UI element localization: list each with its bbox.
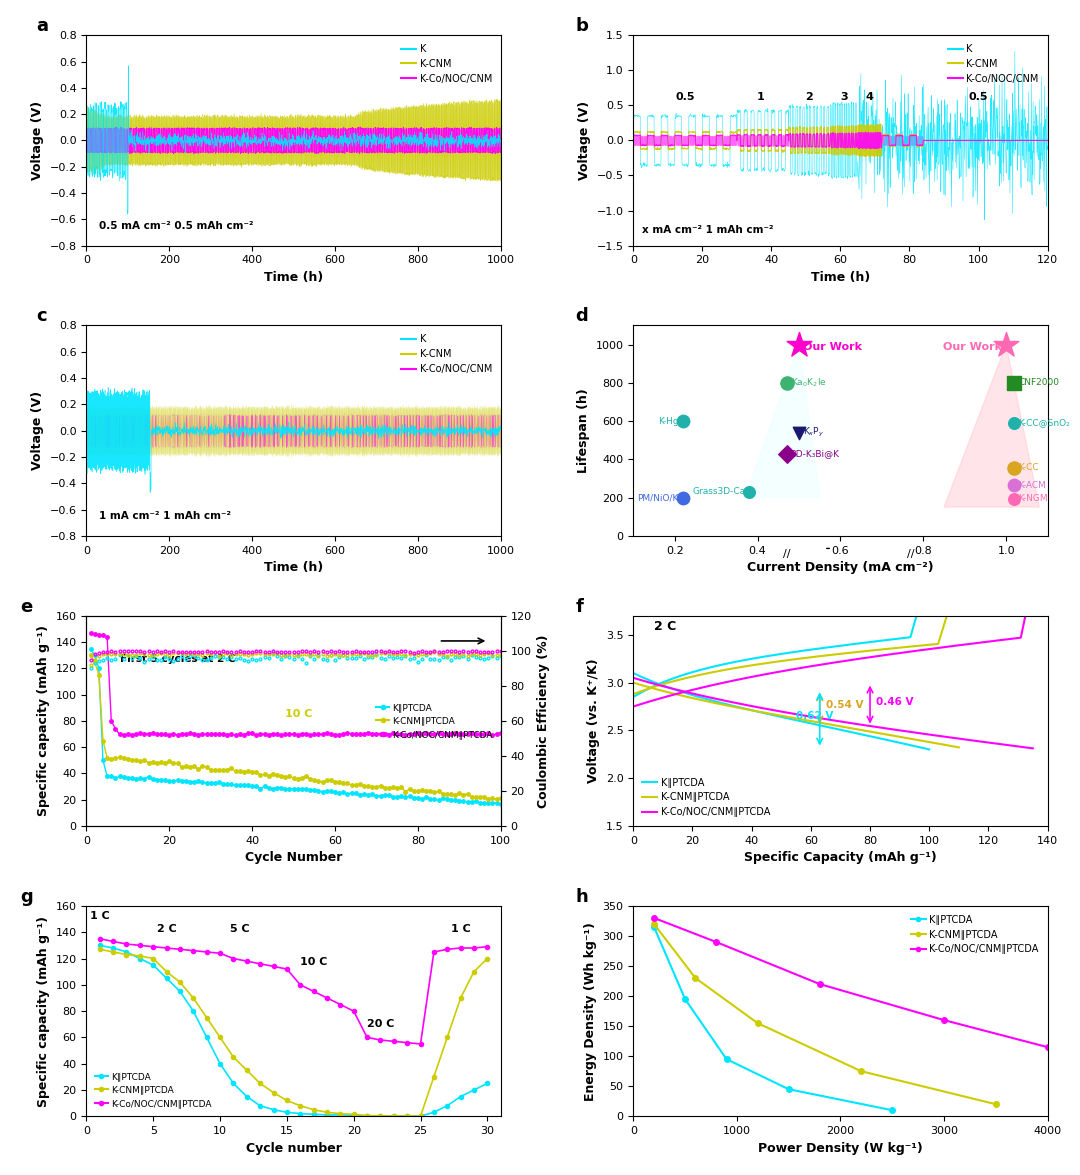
Text: //: //	[907, 549, 915, 559]
Text: g: g	[21, 888, 32, 906]
Text: 0.62 V: 0.62 V	[796, 711, 834, 721]
Text: 1: 1	[757, 93, 765, 102]
Text: 1 mA cm⁻² 1 mAh cm⁻²: 1 mA cm⁻² 1 mAh cm⁻²	[99, 511, 231, 521]
Y-axis label: Lifespan (h): Lifespan (h)	[577, 388, 590, 474]
Text: d: d	[576, 308, 588, 325]
Y-axis label: Voltage (V): Voltage (V)	[31, 101, 44, 180]
Y-axis label: Voltage (V): Voltage (V)	[31, 391, 44, 470]
Text: 2 C: 2 C	[157, 925, 176, 934]
Legend: K∥PTCDA, K-CNM∥PTCDA, K-Co/NOC/CNM∥PTCDA: K∥PTCDA, K-CNM∥PTCDA, K-Co/NOC/CNM∥PTCDA	[907, 911, 1042, 959]
Text: 1 C: 1 C	[450, 925, 471, 934]
Polygon shape	[944, 344, 1039, 508]
Text: Grass3D-Ca: Grass3D-Ca	[692, 488, 745, 496]
Point	[998, 335, 1015, 354]
X-axis label: Current Density (mA cm⁻²): Current Density (mA cm⁻²)	[747, 562, 934, 575]
Text: c: c	[37, 308, 48, 325]
Point	[741, 483, 758, 502]
Point	[1005, 489, 1023, 508]
Point	[791, 423, 808, 442]
Text: K$_x$P$_y$: K$_x$P$_y$	[804, 427, 824, 439]
Text: x mA cm⁻² 1 mAh cm⁻²: x mA cm⁻² 1 mAh cm⁻²	[642, 224, 773, 235]
Y-axis label: Specific capacity (mAh g⁻¹): Specific capacity (mAh g⁻¹)	[37, 625, 50, 817]
Text: 0.5: 0.5	[969, 93, 988, 102]
Text: CNF2000: CNF2000	[1018, 378, 1059, 388]
X-axis label: Specific Capacity (mAh g⁻¹): Specific Capacity (mAh g⁻¹)	[744, 852, 936, 865]
Text: a: a	[37, 18, 49, 35]
Y-axis label: Voltage (V): Voltage (V)	[578, 101, 591, 180]
Text: //: //	[783, 549, 791, 559]
Text: Ka$_0$K$_2$Ie: Ka$_0$K$_2$Ie	[791, 376, 826, 389]
Text: 10 C: 10 C	[300, 958, 327, 967]
Text: K-CC@SnO₂: K-CC@SnO₂	[1018, 418, 1070, 428]
Text: 0.46 V: 0.46 V	[876, 697, 914, 706]
Text: h: h	[576, 888, 588, 906]
X-axis label: Power Density (W kg⁻¹): Power Density (W kg⁻¹)	[758, 1142, 922, 1155]
Text: K-CC: K-CC	[1018, 463, 1039, 472]
Text: 10 C: 10 C	[285, 709, 312, 719]
Text: f: f	[576, 598, 583, 616]
Text: Our Work: Our Work	[804, 342, 862, 351]
Legend: K∥PTCDA, K-CNM∥PTCDA, K-Co/NOC/CNM∥PTCDA: K∥PTCDA, K-CNM∥PTCDA, K-Co/NOC/CNM∥PTCDA	[91, 1068, 215, 1112]
Text: 3D-K₃Bi@K: 3D-K₃Bi@K	[791, 449, 840, 458]
Legend: K, K-CNM, K-Co/NOC/CNM: K, K-CNM, K-Co/NOC/CNM	[397, 40, 496, 88]
Text: 0.5 mA cm⁻² 0.5 mAh cm⁻²: 0.5 mA cm⁻² 0.5 mAh cm⁻²	[99, 221, 254, 230]
Text: 20 C: 20 C	[367, 1019, 394, 1029]
Point	[1005, 374, 1023, 392]
Text: K-ACM: K-ACM	[1018, 481, 1047, 490]
Point	[778, 374, 795, 392]
Text: K-NGM: K-NGM	[1018, 494, 1049, 503]
Legend: K, K-CNM, K-Co/NOC/CNM: K, K-CNM, K-Co/NOC/CNM	[397, 330, 496, 378]
Y-axis label: Coulombic Efficiency (%): Coulombic Efficiency (%)	[537, 634, 550, 807]
Y-axis label: Voltage (vs. K⁺/K): Voltage (vs. K⁺/K)	[588, 658, 600, 784]
Text: 1 C: 1 C	[90, 911, 110, 921]
Point	[674, 411, 691, 430]
Text: First 5 cycles at 2 C: First 5 cycles at 2 C	[120, 654, 235, 664]
Text: e: e	[21, 598, 32, 616]
Point	[1005, 414, 1023, 432]
X-axis label: Cycle number: Cycle number	[245, 1142, 341, 1155]
Y-axis label: Specific capacity (mAh g⁻¹): Specific capacity (mAh g⁻¹)	[37, 915, 50, 1107]
Polygon shape	[745, 344, 820, 497]
Legend: K∥PTCDA, K-CNM∥PTCDA, K-Co/NOC/CNM∥PTCDA: K∥PTCDA, K-CNM∥PTCDA, K-Co/NOC/CNM∥PTCDA	[373, 699, 496, 743]
X-axis label: Time (h): Time (h)	[811, 271, 870, 284]
Point	[778, 444, 795, 463]
Legend: K, K-CNM, K-Co/NOC/CNM: K, K-CNM, K-Co/NOC/CNM	[944, 40, 1042, 88]
X-axis label: Cycle Number: Cycle Number	[245, 852, 342, 865]
Point	[1005, 476, 1023, 495]
Text: b: b	[576, 18, 589, 35]
Text: 2 C: 2 C	[654, 620, 676, 633]
Point	[1005, 458, 1023, 477]
Text: K-Hg: K-Hg	[658, 417, 679, 425]
X-axis label: Time (h): Time (h)	[264, 271, 323, 284]
Point	[674, 488, 691, 506]
Text: 5 C: 5 C	[230, 925, 249, 934]
Text: 0.54 V: 0.54 V	[825, 700, 863, 711]
Text: 4: 4	[866, 93, 874, 102]
X-axis label: Time (h): Time (h)	[264, 562, 323, 575]
Y-axis label: Energy Density (Wh kg⁻¹): Energy Density (Wh kg⁻¹)	[584, 921, 597, 1101]
Text: 2: 2	[806, 93, 813, 102]
Text: 3: 3	[840, 93, 848, 102]
Text: Our Work: Our Work	[943, 342, 1002, 351]
Text: 0.5: 0.5	[675, 93, 694, 102]
Text: PM/NiO/K: PM/NiO/K	[637, 494, 679, 502]
Point	[791, 335, 808, 354]
Legend: K∥PTCDA, K-CNM∥PTCDA, K-Co/NOC/CNM∥PTCDA: K∥PTCDA, K-CNM∥PTCDA, K-Co/NOC/CNM∥PTCDA	[638, 773, 773, 821]
